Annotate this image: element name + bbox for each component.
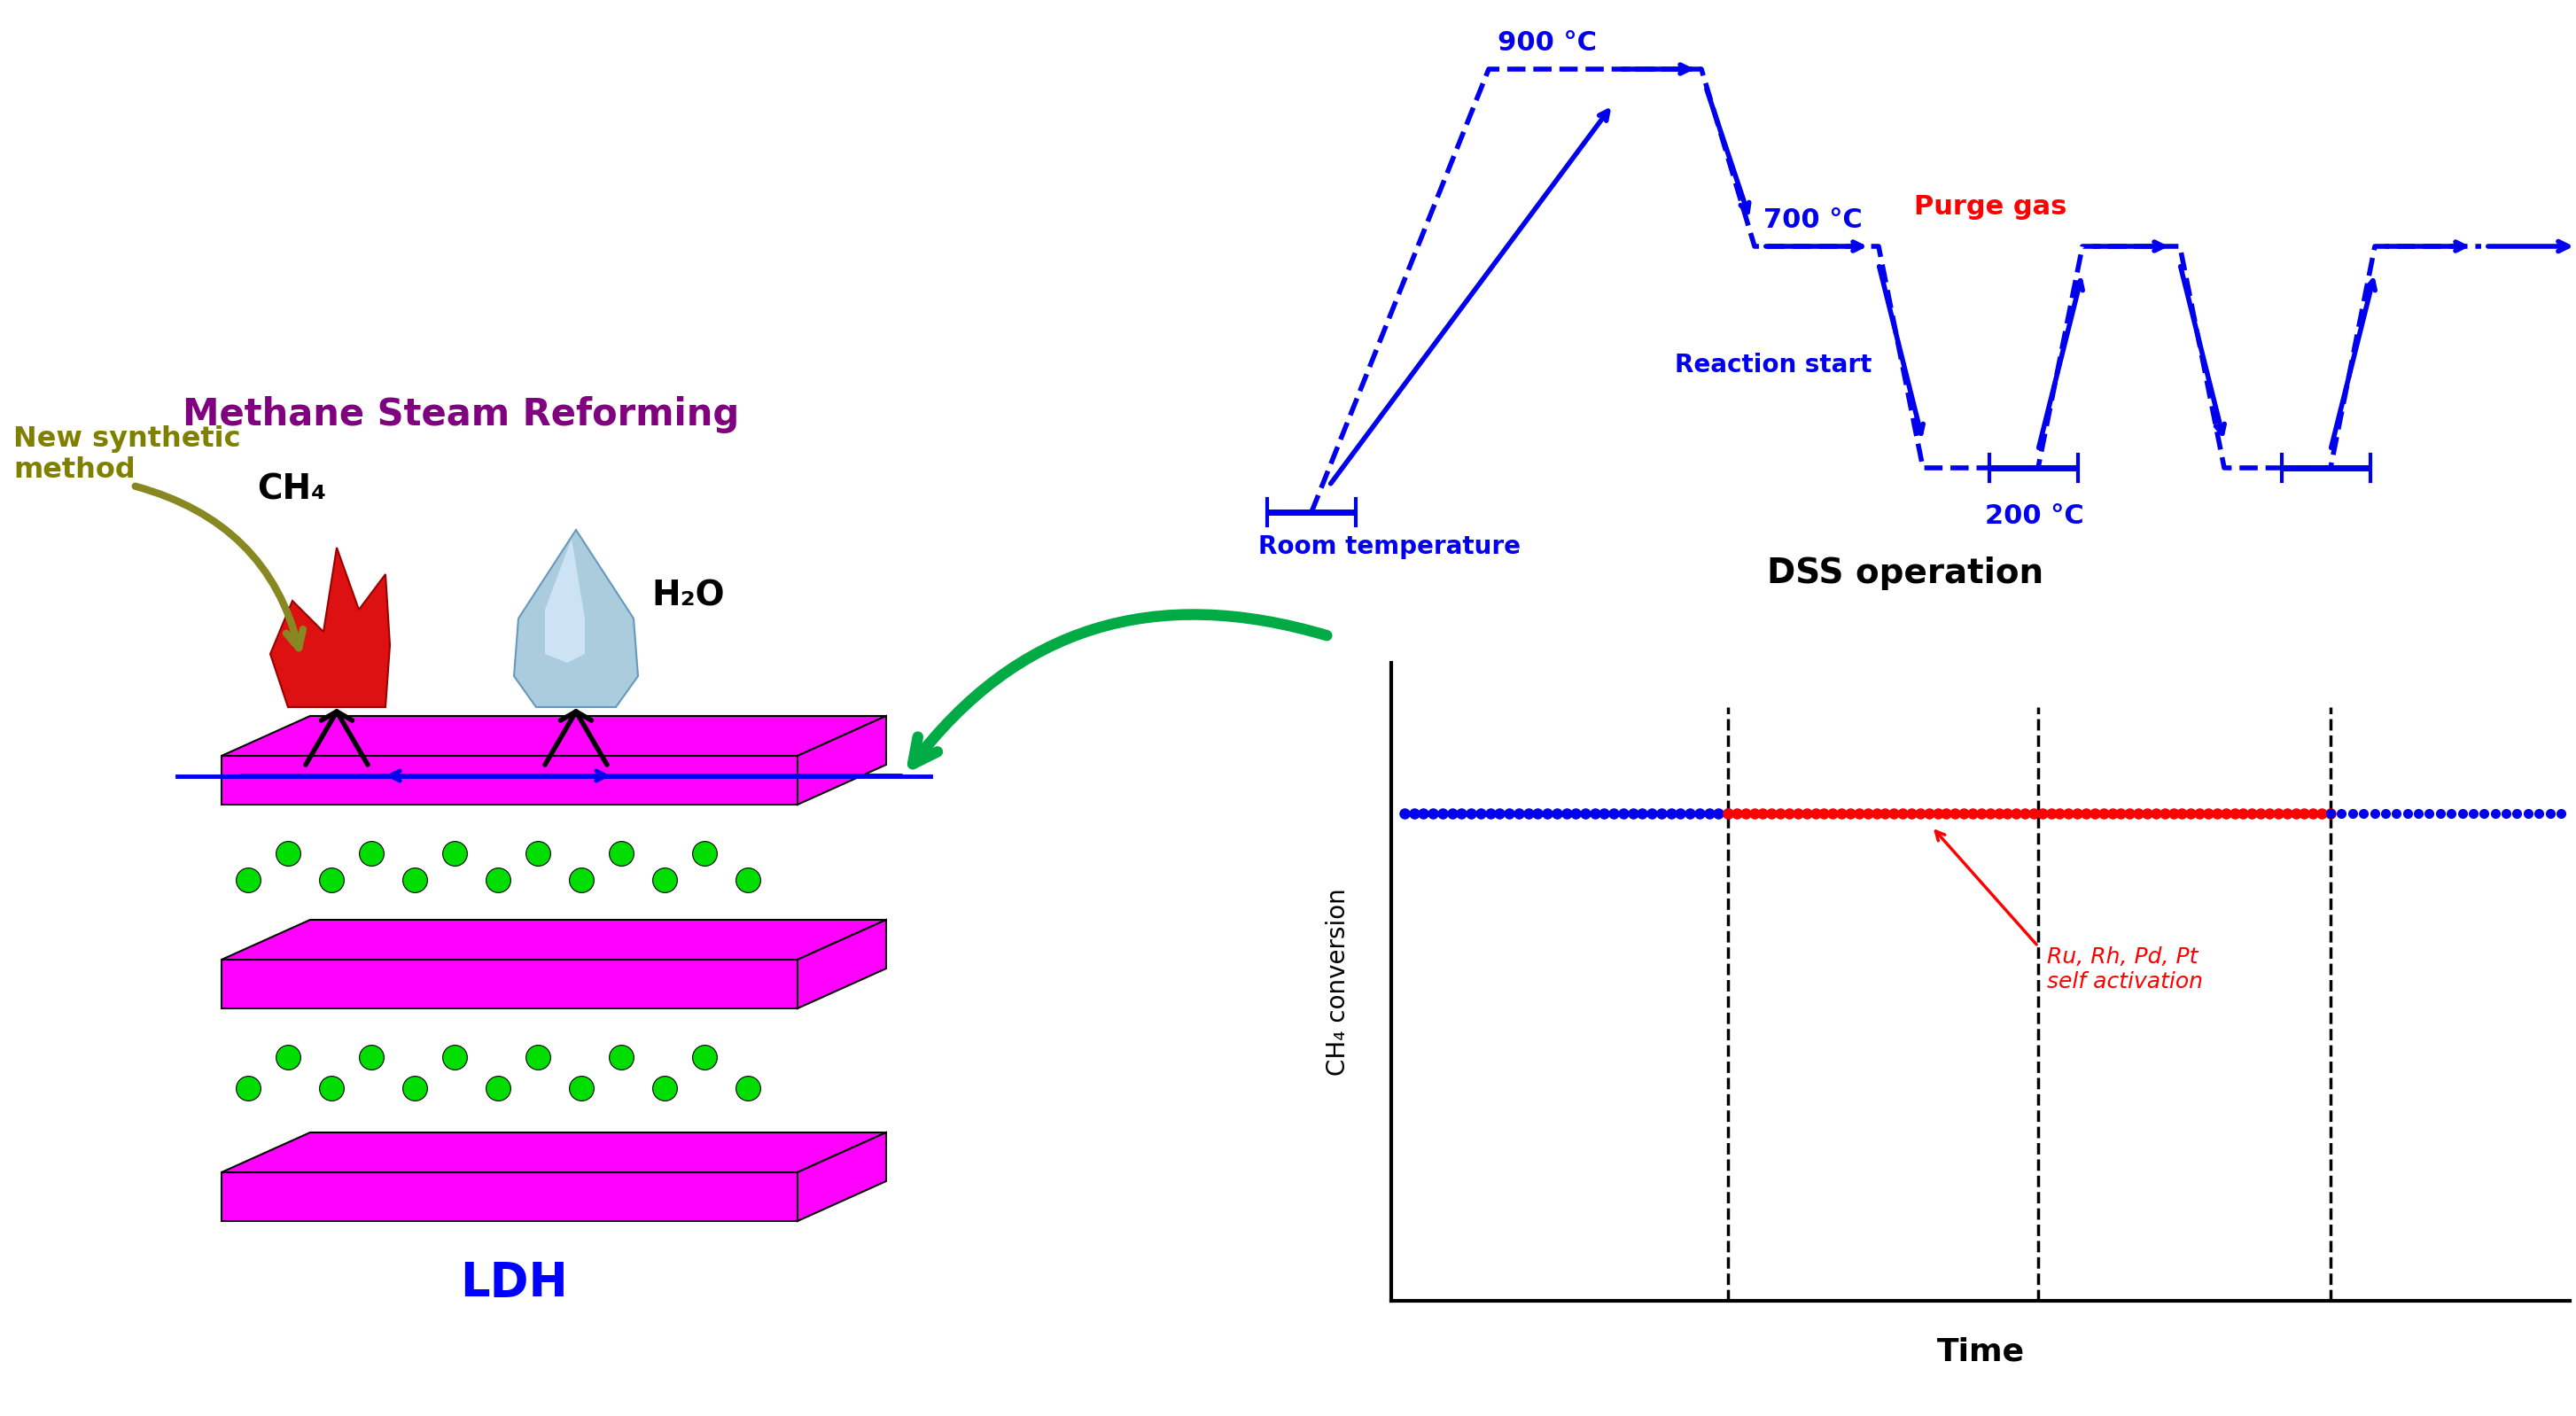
Polygon shape (222, 920, 886, 960)
Text: CH₄: CH₄ (258, 473, 327, 507)
Text: New synthetic
method: New synthetic method (13, 425, 240, 484)
Text: Ru, Rh, Pd, Pt
self activation: Ru, Rh, Pd, Pt self activation (2048, 946, 2202, 993)
Polygon shape (222, 756, 799, 804)
Polygon shape (546, 538, 585, 663)
Text: Room temperature: Room temperature (1257, 534, 1520, 559)
Polygon shape (222, 1133, 886, 1172)
Text: 700 °C: 700 °C (1765, 207, 1862, 234)
Text: H₂O: H₂O (652, 579, 724, 613)
Polygon shape (515, 530, 639, 707)
Text: 200 °C: 200 °C (1986, 503, 2084, 530)
Polygon shape (799, 920, 886, 1008)
Text: Time: Time (1937, 1337, 2025, 1366)
Text: Purge gas: Purge gas (1914, 194, 2066, 219)
Text: Methane Steam Reforming: Methane Steam Reforming (183, 396, 739, 433)
Text: Reaction start: Reaction start (1674, 353, 1873, 378)
Polygon shape (222, 1172, 799, 1221)
Text: LDH: LDH (461, 1260, 567, 1306)
Text: 900 °C: 900 °C (1497, 30, 1597, 55)
Polygon shape (270, 548, 389, 707)
Polygon shape (222, 960, 799, 1008)
Text: CH₄ conversion: CH₄ conversion (1327, 888, 1350, 1076)
Polygon shape (799, 716, 886, 804)
Text: DSS operation: DSS operation (1767, 556, 2043, 590)
Polygon shape (222, 716, 886, 756)
Polygon shape (799, 1133, 886, 1221)
